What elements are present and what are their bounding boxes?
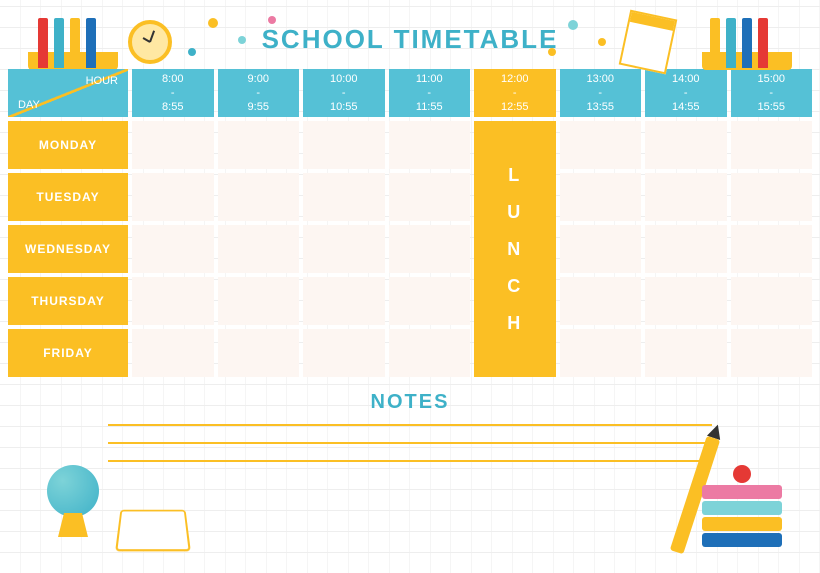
timetable-slot[interactable] [560, 121, 642, 169]
day-header: THURSDAY [8, 277, 128, 325]
timetable-slot[interactable] [132, 277, 214, 325]
timetable-slot[interactable] [389, 121, 471, 169]
open-book-icon [115, 510, 191, 552]
day-header: FRIDAY [8, 329, 128, 377]
pencil-icon [670, 436, 720, 554]
hour-header: 15:00-15:55 [731, 69, 813, 117]
timetable-slot[interactable] [731, 329, 813, 377]
hour-header: 9:00-9:55 [218, 69, 300, 117]
apple-icon [733, 465, 751, 483]
timetable-slot[interactable] [645, 277, 727, 325]
hour-header: 12:00-12:55 [474, 69, 556, 117]
book-stack-icon [702, 465, 782, 555]
timetable-slot[interactable] [303, 121, 385, 169]
timetable-slot[interactable] [132, 329, 214, 377]
timetable-slot[interactable] [731, 121, 813, 169]
notes-line [108, 442, 712, 444]
timetable-slot[interactable] [132, 173, 214, 221]
timetable-slot[interactable] [645, 225, 727, 273]
timetable-slot[interactable] [303, 329, 385, 377]
timetable-slot[interactable] [389, 225, 471, 273]
hour-header: 8:00-8:55 [132, 69, 214, 117]
timetable-slot[interactable] [218, 173, 300, 221]
notes-heading: NOTES [8, 391, 812, 414]
corner-cell: HOUR DAY [8, 69, 128, 117]
timetable-slot[interactable] [560, 225, 642, 273]
notes-line [108, 460, 712, 462]
timetable-slot[interactable] [731, 225, 813, 273]
timetable-slot[interactable] [389, 329, 471, 377]
timetable-slot[interactable] [303, 225, 385, 273]
timetable-slot[interactable] [303, 173, 385, 221]
timetable-slot[interactable] [731, 173, 813, 221]
timetable-slot[interactable] [132, 225, 214, 273]
timetable-slot[interactable] [303, 277, 385, 325]
hour-axis-label: HOUR [86, 75, 118, 87]
timetable-slot[interactable] [560, 277, 642, 325]
timetable-slot[interactable] [218, 277, 300, 325]
notes-line [108, 424, 712, 426]
timetable-slot[interactable] [218, 121, 300, 169]
timetable-slot[interactable] [560, 173, 642, 221]
timetable-slot[interactable] [218, 329, 300, 377]
page-title: SCHOOL TIMETABLE [8, 8, 812, 63]
timetable-slot[interactable] [132, 121, 214, 169]
globe-icon [38, 465, 108, 555]
timetable-slot[interactable] [645, 173, 727, 221]
timetable-slot[interactable] [389, 277, 471, 325]
lunch-column: LUNCH [474, 121, 556, 377]
day-axis-label: DAY [18, 99, 40, 111]
hour-header: 14:00-14:55 [645, 69, 727, 117]
timetable-slot[interactable] [731, 277, 813, 325]
hour-header: 11:00-11:55 [389, 69, 471, 117]
timetable-grid: HOUR DAY 8:00-8:559:00-9:5510:00-10:5511:0… [8, 69, 812, 377]
timetable-slot[interactable] [218, 225, 300, 273]
timetable-slot[interactable] [645, 329, 727, 377]
day-header: WEDNESDAY [8, 225, 128, 273]
hour-header: 13:00-13:55 [560, 69, 642, 117]
timetable-slot[interactable] [389, 173, 471, 221]
timetable-slot[interactable] [560, 329, 642, 377]
day-header: MONDAY [8, 121, 128, 169]
hour-header: 10:00-10:55 [303, 69, 385, 117]
day-header: TUESDAY [8, 173, 128, 221]
timetable-slot[interactable] [645, 121, 727, 169]
